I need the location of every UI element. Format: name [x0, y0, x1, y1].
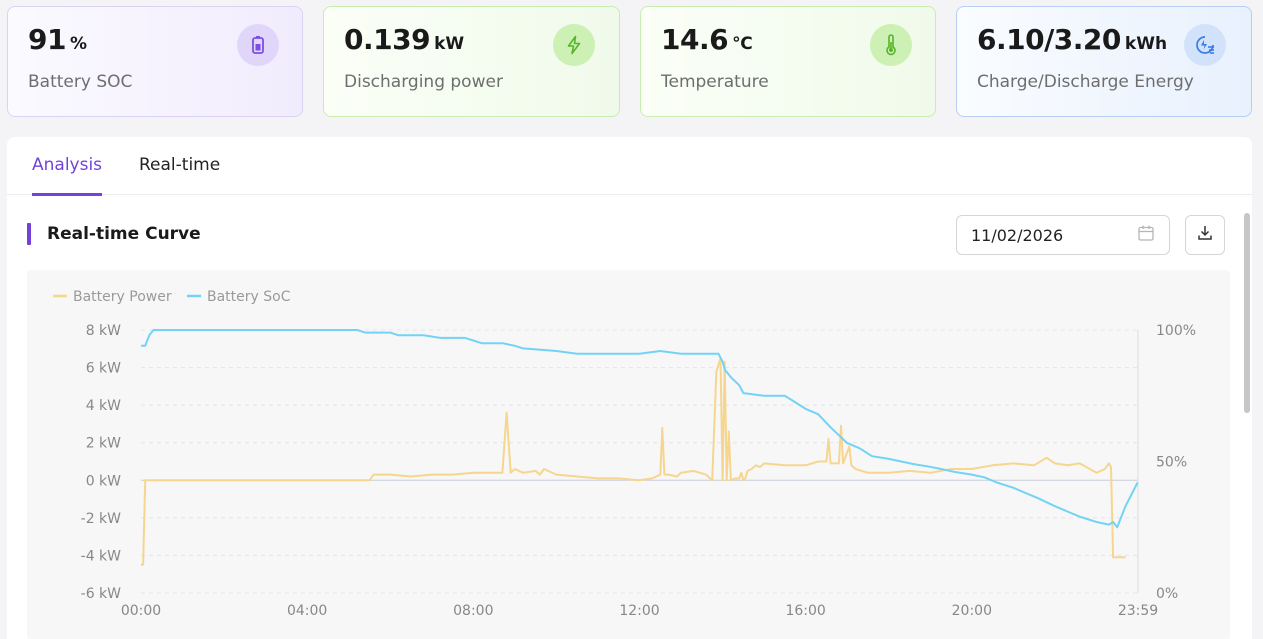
y-left-tick-label: 8 kW — [86, 323, 121, 339]
x-tick-label: 23:59 — [1118, 603, 1158, 619]
battery-soc-label: Battery SOC — [28, 72, 133, 92]
energy-unit: kWh — [1124, 34, 1168, 54]
download-button[interactable] — [1185, 215, 1225, 255]
analysis-panel: Analysis Real-time Real-time Curve 11/02… — [7, 137, 1252, 639]
battery-icon — [237, 24, 279, 66]
battery-soc-line — [141, 329, 1139, 529]
discharging-power-value: 0.139 — [344, 23, 431, 56]
energy-value: 6.10/3.20 — [977, 23, 1121, 56]
y-right-tick-label: 50% — [1156, 455, 1187, 471]
legend-label: Battery Power — [73, 289, 172, 305]
y-left-tick-label: 0 kW — [86, 473, 121, 489]
y-left-tick-label: -4 kW — [81, 548, 122, 564]
y-left-tick-label: 4 kW — [86, 398, 121, 414]
date-picker[interactable]: 11/02/2026 — [956, 215, 1170, 255]
temperature-label: Temperature — [661, 72, 769, 92]
energy-label: Charge/Discharge Energy — [977, 72, 1194, 92]
discharging-power-unit: kW — [434, 34, 465, 54]
battery-power-line — [141, 357, 1126, 566]
y-left-tick-label: -6 kW — [81, 586, 122, 602]
tab-analysis[interactable]: Analysis — [32, 155, 103, 196]
x-tick-label: 00:00 — [121, 603, 161, 619]
thermometer-icon — [870, 24, 912, 66]
discharging-power-card: 0.139 kW Discharging power — [323, 6, 620, 117]
section-title: Real-time Curve — [47, 224, 201, 244]
x-tick-label: 04:00 — [287, 603, 327, 619]
legend-label: Battery SoC — [207, 289, 291, 305]
charge-discharge-energy-card: 6.10/3.20 kWh Charge/Discharge Energy — [956, 6, 1252, 117]
real-time-chart: Battery Power Battery SoC 8 kW 6 kW 4 kW 2 kW… — [27, 270, 1230, 639]
section-header: Real-time Curve — [27, 223, 201, 245]
battery-soc-unit: % — [69, 34, 88, 54]
x-tick-label: 20:00 — [952, 603, 992, 619]
tab-real-time[interactable]: Real-time — [139, 155, 221, 175]
download-icon — [1196, 224, 1214, 246]
calendar-icon[interactable] — [1137, 224, 1155, 246]
x-tick-label: 08:00 — [453, 603, 493, 619]
tab-bar: Analysis Real-time — [7, 137, 1252, 196]
temperature-unit: ℃ — [732, 34, 753, 54]
lightning-icon — [553, 24, 595, 66]
y-right-tick-label: 100% — [1156, 323, 1196, 339]
discharging-power-label: Discharging power — [344, 72, 503, 92]
scrollbar[interactable] — [1244, 213, 1250, 413]
date-value: 11/02/2026 — [971, 225, 1064, 245]
x-tick-label: 16:00 — [785, 603, 825, 619]
y-left-tick-label: 2 kW — [86, 436, 121, 452]
y-left-tick-label: -2 kW — [81, 511, 122, 527]
battery-soc-value: 91 — [28, 23, 66, 56]
section-accent-bar — [27, 223, 31, 245]
y-left-tick-label: 6 kW — [86, 361, 121, 377]
battery-soc-card: 91 % Battery SOC — [7, 6, 303, 117]
temperature-card: 14.6 ℃ Temperature — [640, 6, 936, 117]
energy-meter-icon — [1184, 24, 1226, 66]
y-right-tick-label: 0% — [1156, 586, 1178, 602]
temperature-value: 14.6 — [661, 23, 729, 56]
x-tick-label: 12:00 — [619, 603, 659, 619]
chart-svg: Battery Power Battery SoC 8 kW 6 kW 4 kW 2 kW… — [53, 289, 1196, 619]
